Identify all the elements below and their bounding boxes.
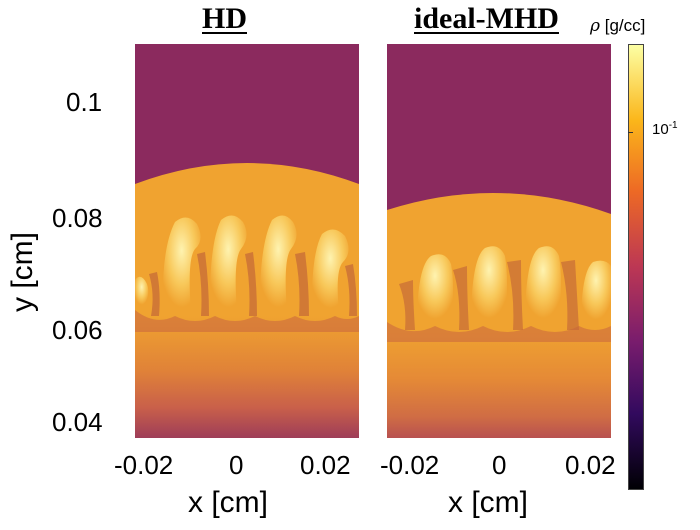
hd-x-axis-label: x [cm] (188, 486, 268, 519)
mhd-density-panel (387, 44, 611, 438)
colorbar (628, 44, 644, 490)
hd-x-tick-zero: 0 (229, 450, 244, 480)
mhd-x-tick-zero: 0 (492, 450, 507, 480)
y-tick-0-06: 0.06 (52, 315, 103, 345)
hd-density-panel (135, 44, 359, 438)
colorbar-label-unit: [g/cc] (604, 16, 646, 35)
colorbar-tick-label: 10-1 (652, 120, 678, 138)
y-tick-0-08: 0.08 (52, 203, 103, 233)
colorbar-label-symbol: ρ (590, 16, 600, 36)
mhd-x-axis-label: x [cm] (448, 486, 528, 519)
colorbar-gradient (629, 45, 643, 489)
y-axis-label: y [cm] (6, 232, 39, 312)
y-tick-0-04: 0.04 (52, 407, 103, 437)
mhd-x-tick-neg: -0.02 (380, 450, 440, 480)
mhd-density-map (387, 44, 611, 438)
hd-fingers (135, 215, 349, 312)
hd-x-tick-neg: -0.02 (114, 450, 174, 480)
colorbar-tick-base: 10 (652, 121, 669, 138)
mhd-fingers (417, 246, 611, 326)
colorbar-tick-exponent: -1 (668, 120, 678, 131)
mhd-x-tick-pos: 0.02 (565, 450, 616, 480)
panel-title-ideal-mhd: ideal-MHD (414, 2, 559, 35)
y-tick-0-1: 0.1 (66, 87, 103, 117)
colorbar-label: ρ [g/cc] (590, 16, 645, 36)
hd-density-map (135, 44, 359, 438)
panel-title-hd: HD (202, 2, 247, 35)
colorbar-tick-mark (628, 132, 633, 133)
hd-x-tick-pos: 0.02 (300, 450, 351, 480)
